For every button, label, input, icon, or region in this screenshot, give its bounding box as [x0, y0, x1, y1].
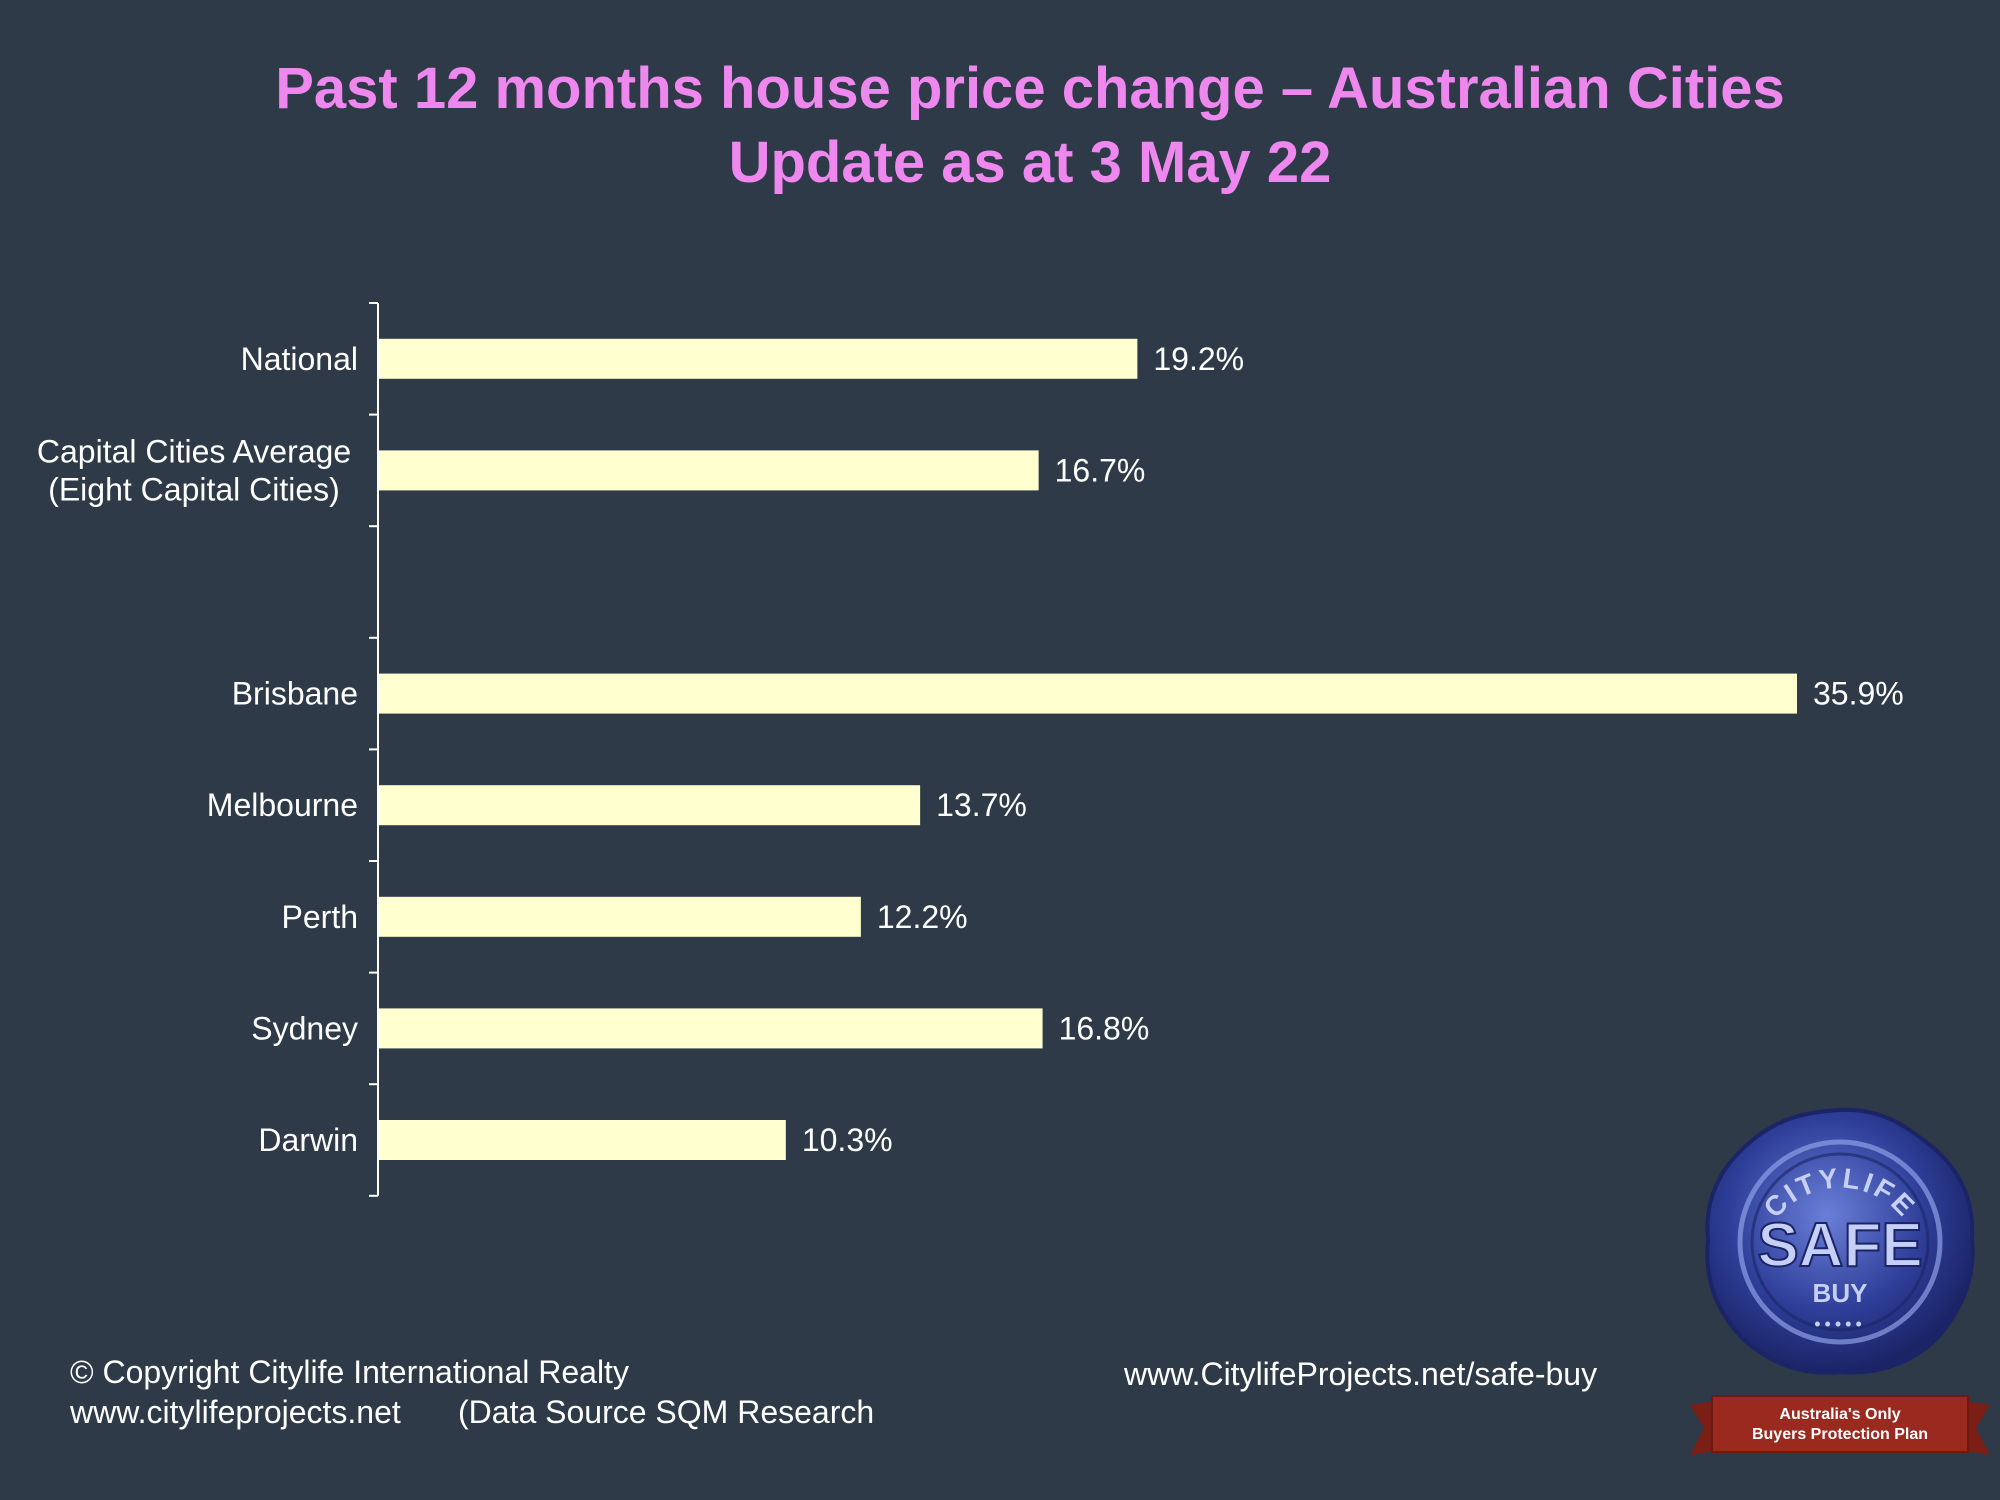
- seal-wax: [1705, 1107, 1975, 1375]
- bar-brisbane: [379, 673, 1797, 714]
- data-label: 16.7%: [1055, 452, 1146, 488]
- seal-banner: Australia's Only Buyers Protection Plan: [1690, 1395, 1990, 1455]
- safe-buy-seal-logo: CITYLIFE SAFE BUY ••••• Australia's Only…: [1690, 1107, 1990, 1455]
- banner-line2: Buyers Protection Plan: [1752, 1426, 1928, 1443]
- seal-main-text: SAFE: [1757, 1211, 1922, 1280]
- chart-title: Past 12 months house price change – Aust…: [0, 52, 2000, 200]
- category-label: Perth: [282, 899, 358, 935]
- data-label: 13.7%: [936, 787, 1027, 823]
- website-link[interactable]: www.citylifeprojects.net: [70, 1394, 401, 1430]
- category-label: Darwin: [258, 1122, 358, 1158]
- seal-dots: •••••: [1814, 1314, 1866, 1334]
- banner-line1: Australia's Only: [1779, 1406, 1900, 1423]
- data-label: 16.8%: [1059, 1010, 1150, 1046]
- data-label: 10.3%: [802, 1122, 893, 1158]
- data-label: 35.9%: [1813, 676, 1904, 712]
- bar-perth: [379, 896, 861, 937]
- bar-sydney: [379, 1008, 1043, 1049]
- data-label: 19.2%: [1153, 341, 1244, 377]
- copyright-text: © Copyright Citylife International Realt…: [70, 1354, 629, 1390]
- chart-title-line1: Past 12 months house price change – Aust…: [275, 56, 1785, 121]
- chart-title-line2: Update as at 3 May 22: [728, 130, 1332, 195]
- data-label: 12.2%: [877, 899, 968, 935]
- category-label: Capital Cities Average (Eight Capital Cit…: [37, 433, 351, 507]
- bar-melbourne: [379, 785, 921, 826]
- bar-national: [379, 338, 1138, 379]
- category-label: Melbourne: [207, 787, 358, 823]
- category-label: National: [241, 341, 358, 377]
- data-source-text: (Data Source SQM Research: [458, 1394, 875, 1430]
- category-label: Brisbane: [232, 676, 358, 712]
- seal-sub-text: BUY: [1813, 1278, 1868, 1308]
- category-label: Sydney: [251, 1010, 358, 1046]
- safe-buy-link[interactable]: www.CitylifeProjects.net/safe-buy: [1124, 1356, 1598, 1392]
- bar-capital-cities-average: [379, 450, 1039, 491]
- bar-darwin: [379, 1120, 786, 1160]
